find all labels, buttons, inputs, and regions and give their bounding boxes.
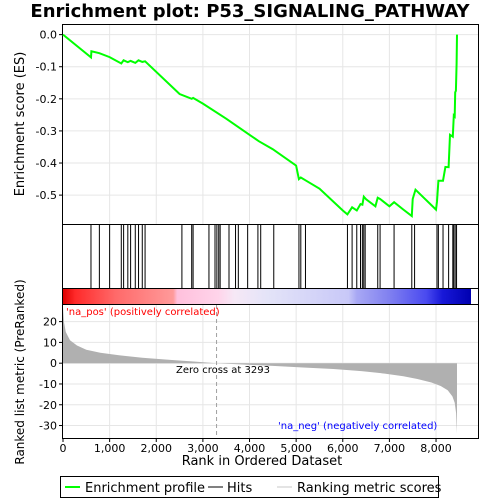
es-y-tick-label: -0.1	[36, 61, 57, 74]
es-y-tick-label: 0.0	[40, 29, 58, 42]
x-ticks: 0 1,000 2,000 3,000 4,000 5,000 6,000 7,000 8,00…	[60, 438, 452, 455]
metric-gridlines	[63, 305, 478, 438]
chart-title: Enrichment plot: P53_SIGNALING_PATHWAY	[30, 1, 470, 22]
x-tick-label: 0	[60, 442, 67, 455]
legend: Enrichment profile Hits Ranking metric s…	[60, 476, 442, 498]
metric-y-ticks: 20 10 0 -10 -20 -30	[39, 316, 63, 433]
ranked-list-colorbar	[63, 289, 471, 304]
legend-metric-label: Ranking metric scores	[297, 481, 442, 496]
zero-cross-label: Zero cross at 3293	[176, 365, 270, 376]
metric-y-tick-label: -20	[39, 399, 57, 412]
neg-correlated-label: 'na_neg' (negatively correlated)	[278, 421, 437, 432]
ranking-metric-area	[63, 307, 457, 434]
metric-y-tick-label: 20	[43, 316, 57, 329]
es-y-tick-label: -0.2	[36, 93, 57, 106]
es-y-tick-label: -0.3	[36, 125, 57, 138]
hit-marks	[90, 225, 458, 288]
x-tick-label: 8,000	[420, 442, 452, 455]
es-y-tick-label: -0.4	[36, 157, 57, 170]
enrichment-profile-line	[62, 33, 458, 218]
x-axis-label: Rank in Ordered Dataset	[182, 454, 343, 469]
legend-hits-label: Hits	[227, 481, 252, 496]
x-tick-label: 5,000	[280, 442, 312, 455]
pos-correlated-label: 'na_pos' (positively correlated)	[66, 307, 220, 318]
es-y-tick-label: -0.5	[36, 189, 57, 202]
metric-y-tick-label: -10	[39, 378, 57, 391]
metric-y-axis-label: Ranked list metric (PreRanked)	[13, 279, 27, 464]
es-y-ticks: 0.0 -0.1 -0.2 -0.3 -0.4 -0.5	[36, 29, 63, 202]
x-tick-label: 4,000	[234, 442, 266, 455]
x-tick-label: 6,000	[327, 442, 359, 455]
metric-y-tick-label: -30	[39, 420, 57, 433]
hits-panel-frame	[62, 224, 479, 289]
legend-box	[60, 476, 439, 498]
x-tick-label: 1,000	[94, 442, 126, 455]
metric-y-tick-label: 0	[50, 357, 57, 370]
metric-y-tick-label: 10	[43, 336, 57, 349]
x-tick-label: 2,000	[141, 442, 173, 455]
x-tick-label: 3,000	[187, 442, 219, 455]
x-tick-label: 7,000	[374, 442, 406, 455]
es-y-axis-label: Enrichment score (ES)	[13, 52, 28, 197]
legend-es-label: Enrichment profile	[85, 481, 205, 496]
es-panel-frame	[62, 24, 479, 225]
